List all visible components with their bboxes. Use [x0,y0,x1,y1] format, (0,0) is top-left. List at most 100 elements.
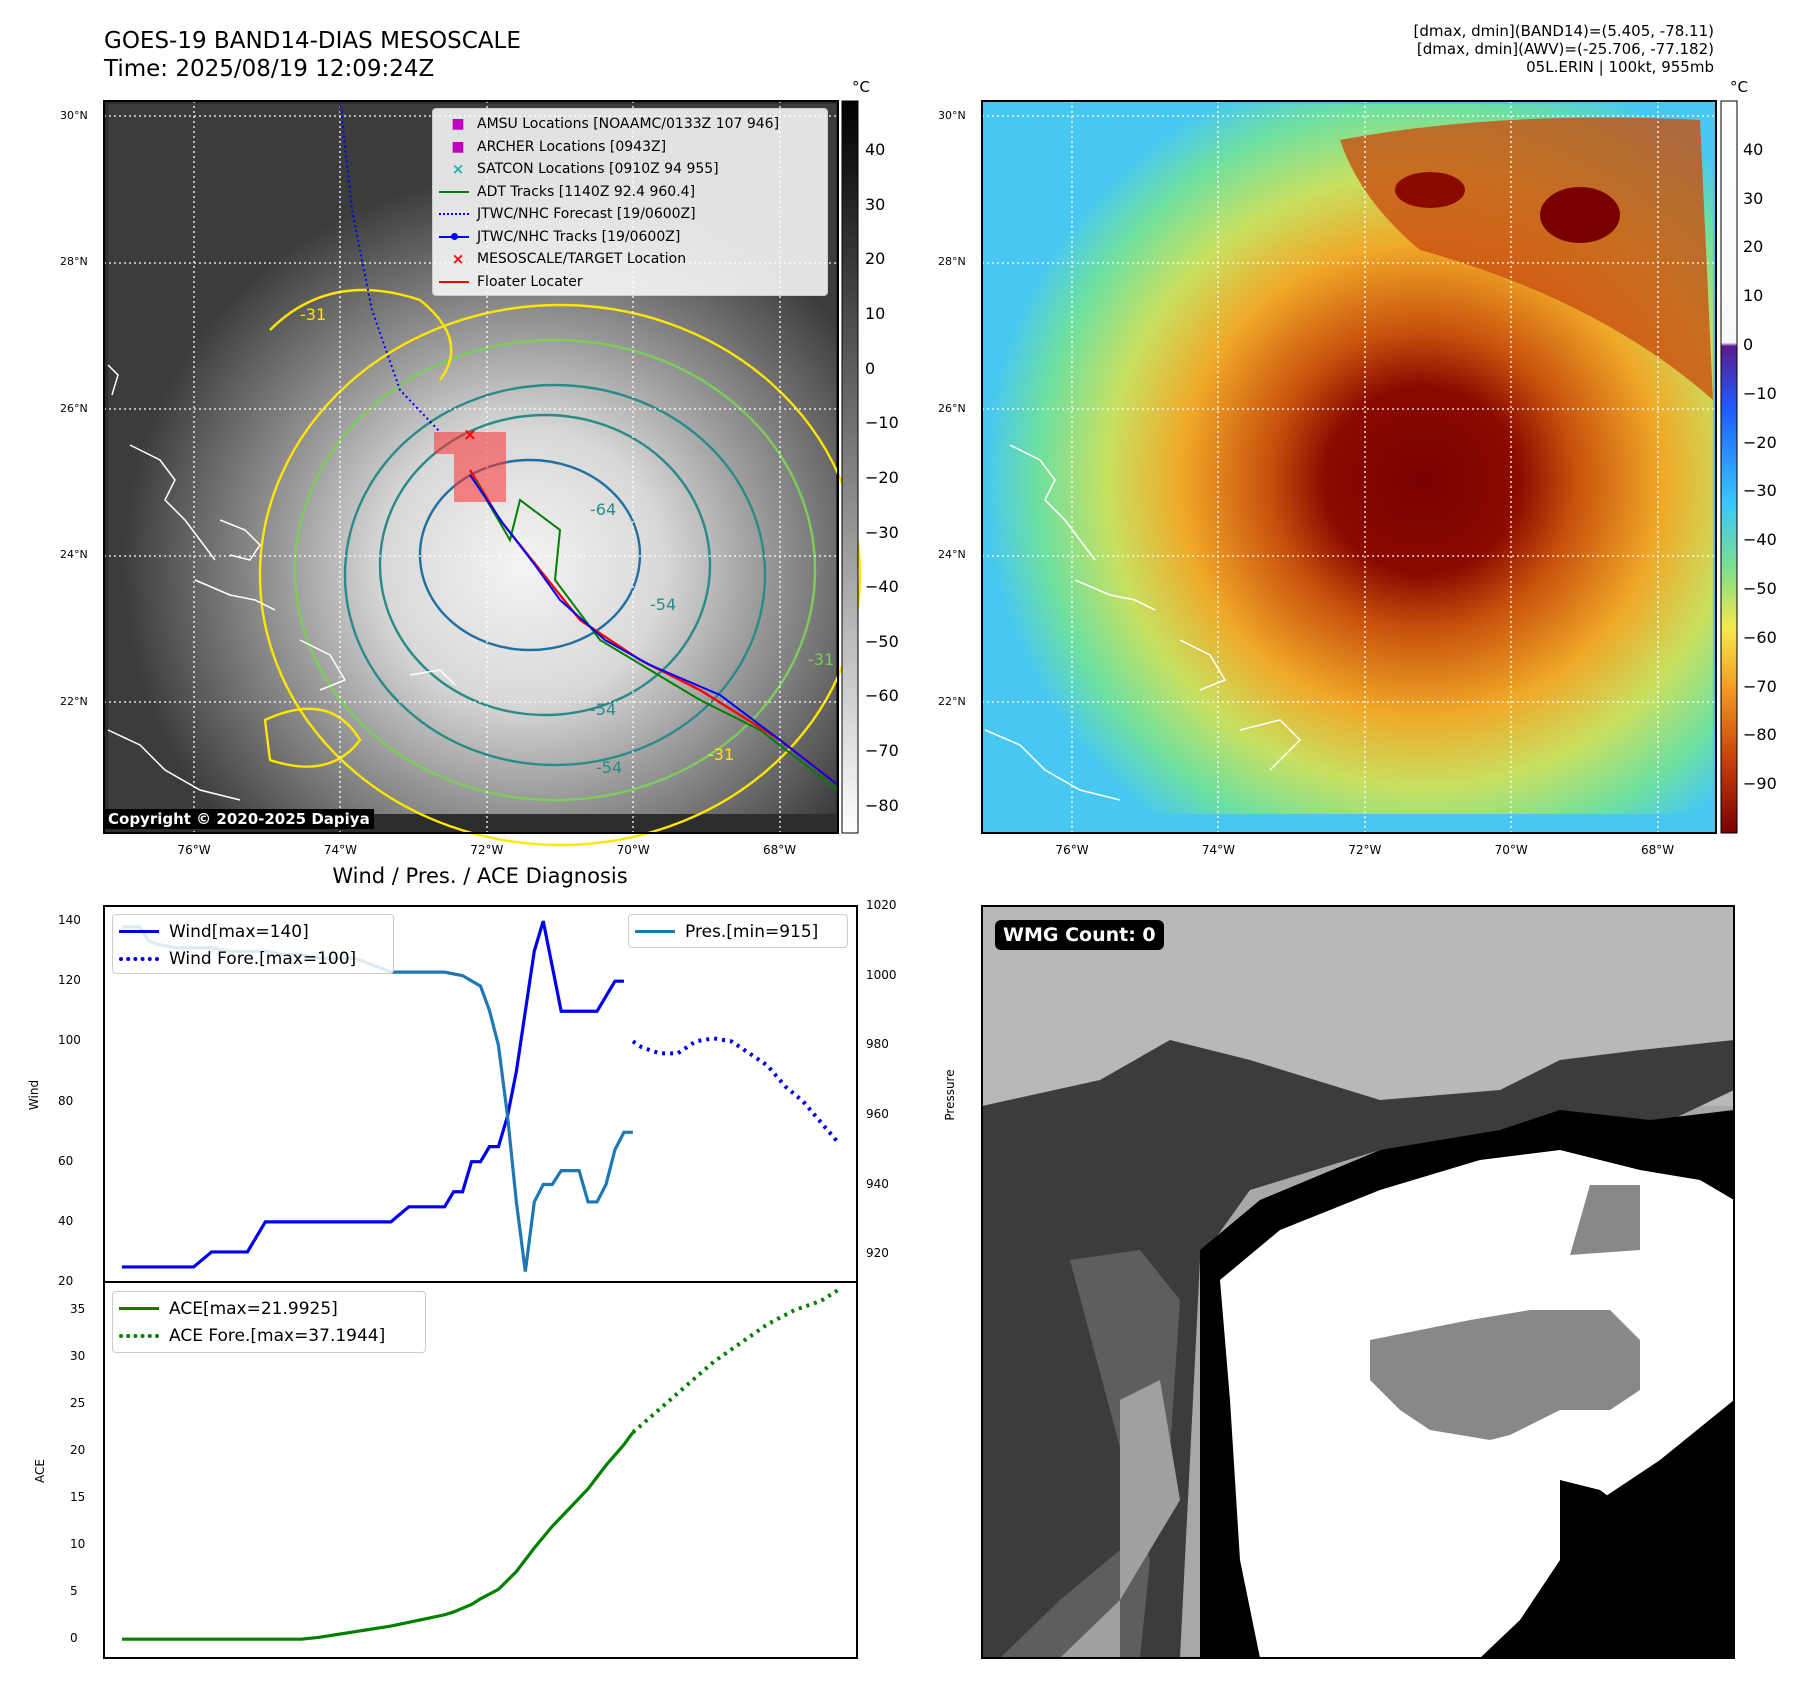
lat-tick-label: 26°N [938,401,966,415]
target-marker: × [463,425,477,445]
awv-coastlines [984,444,1302,801]
jtwc-track [469,474,839,786]
pressure-tick-label: 920 [866,1246,889,1261]
colorbar-tick-label: 0 [865,358,876,378]
wmg-frame [981,905,1735,1659]
ace-tick-label: 35 [70,1302,86,1317]
ace-tick-label: 0 [70,1631,78,1646]
storm-summary: 05L.ERIN | 100kt, 955mb [1526,58,1714,76]
ace-series-line-0 [121,1431,635,1641]
legend-item-forecast: JTWC/NHC Forecast [19/0600Z] [439,203,821,226]
contour-label: -31 [808,650,834,669]
ace-tick-label: 15 [70,1490,86,1505]
lat-tick-label: 24°N [60,548,88,562]
colorbar-tick-label: −70 [1743,676,1777,696]
floater-box-upper [434,432,506,454]
wind-tick-label: 140 [58,913,81,928]
colorbar-right-unit: °C [1730,78,1748,96]
colorbar-tick-label: −40 [865,577,899,597]
legend-item-ace-forecast: ACE Fore.[max=37.1944] [119,1322,419,1349]
lon-tick-label: 76°W [1055,843,1089,857]
colorbar-tick-label: 30 [1743,188,1764,208]
colorbar-tick-label: 20 [1743,237,1764,257]
wind-axis-label: Wind [27,1079,41,1111]
line-marker-icon [635,930,675,933]
awv-map-panel [982,101,1716,833]
line-marker-icon [119,1307,159,1310]
diagnosis-title: Wind / Pres. / ACE Diagnosis [332,864,628,888]
colorbar-tick-label: −10 [1743,383,1777,403]
contour-inner-teal [378,413,712,717]
legend-item-wind: Wind[max=140] [119,918,387,945]
contour-label: -54 [596,758,622,777]
colorbar-tick-label: 20 [865,249,886,269]
colorbar-tick-label: −30 [1743,481,1777,501]
ir-map-frame [103,100,839,834]
ace-legend: ACE[max=21.9925] ACE Fore.[max=37.1944] [112,1291,426,1353]
colorbar-tick-label: −60 [865,686,899,706]
ir-colorbar [841,100,859,834]
colorbar-tick-label: −90 [1743,774,1777,794]
coastlines [107,364,456,801]
contour-label: -31 [708,745,734,764]
wmg-count-label: WMG Count: 0 [995,920,1164,950]
dotted-line-icon [439,213,469,216]
ace-axis-label: ACE [33,1459,47,1483]
contour-label: -54 [650,595,676,614]
awv-gridlines [982,101,1716,833]
ace-chart-frame [103,1281,858,1659]
colorbar-tick-label: −50 [865,631,899,651]
legend-item-archer: ■ ARCHER Locations [0943Z] [439,136,821,159]
lat-tick-label: 22°N [938,694,966,708]
wind-tick-label: 40 [58,1213,74,1228]
colorbar-tick-label: −60 [1743,627,1777,647]
colorbar-tick-label: 40 [1743,139,1764,159]
colorbar-tick-label: −50 [1743,579,1777,598]
colorbar-tick-label: −80 [865,795,899,815]
awv-range: [dmax, dmin](AWV)=(-25.706, -77.182) [1416,40,1714,58]
colorbar-tick-label: 40 [865,140,886,160]
colorbar-tick-label: 10 [1743,286,1764,306]
contour-labels: -31 -64 -54 -31 -54 -31 -54 [300,305,834,777]
colorbar-tick-label: −80 [1743,725,1777,745]
ace-tick-label: 5 [70,1584,78,1599]
forecast-track [339,100,441,433]
colorbar-tick-label: 0 [1743,335,1754,354]
colorbar-tick-label: −20 [1743,432,1777,452]
pressure-axis-label: Pressure [943,1069,957,1121]
colorbar-tick-label: −10 [865,413,899,433]
colorbar-tick-label: −30 [865,522,899,542]
wind-tick-label: 20 [58,1274,74,1288]
lat-tick-label: 30°N [938,109,966,122]
wind-legend: Wind[max=140] Wind Fore.[max=100] [112,914,394,974]
contour-label: -54 [590,700,616,719]
x-marker-icon: × [451,160,465,179]
lon-tick-label: 68°W [763,843,797,857]
pressure-tick-label: 980 [866,1037,889,1052]
legend-item-ace: ACE[max=21.9925] [119,1295,419,1322]
colorbar-tick-label: −40 [1743,530,1777,550]
legend-item-pressure: Pres.[min=915] [635,918,841,945]
colorbar-tick-label: 10 [865,304,886,324]
copyright-label: Copyright © 2020-2025 Dapiya [104,809,374,829]
adt-track [474,479,839,791]
lon-tick-label: 76°W [177,843,211,857]
pressure-tick-label: 1020 [866,898,897,912]
ace-tick-label: 30 [70,1349,86,1364]
ace-tick-label: 25 [70,1396,86,1411]
lon-tick-label: 72°W [470,843,504,857]
figure-title: GOES-19 BAND14-DIAS MESOSCALE [104,28,521,54]
line-marker-icon [439,280,469,283]
ace-chart [121,1287,841,1641]
lon-tick-label: 72°W [1348,843,1382,857]
pressure-tick-label: 940 [866,1176,889,1191]
lat-tick-label: 30°N [60,109,88,122]
contour-minus64 [418,458,642,652]
lon-tick-label: 74°W [323,843,357,857]
square-marker-icon: ■ [451,116,465,133]
lat-tick-label: 22°N [60,694,88,708]
wind-tick-label: 120 [58,973,81,988]
series-line-1 [631,1036,841,1145]
lat-tick-label: 28°N [60,255,88,269]
